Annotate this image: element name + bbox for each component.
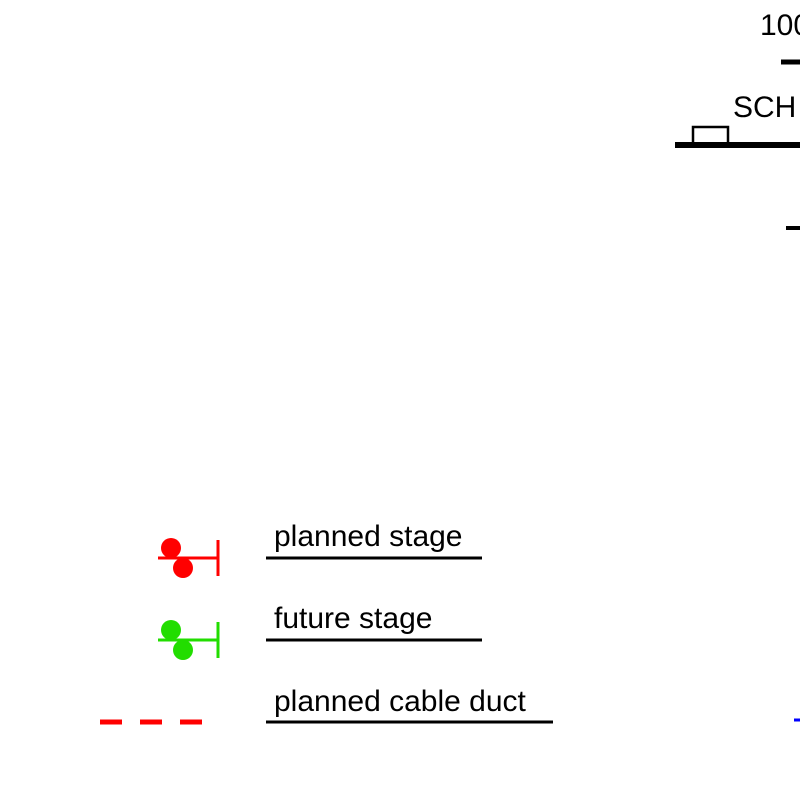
legend-item-future-stage: future stage <box>158 602 482 660</box>
future-signal-stage-icon <box>158 620 220 660</box>
legend: planned stage future stage planned cable… <box>100 520 553 725</box>
legend-label-future-stage: future stage <box>274 602 432 635</box>
kilometer-label: 100 <box>760 9 800 42</box>
station-label: SCH <box>733 91 796 124</box>
legend-label-planned-stage: planned stage <box>274 520 463 553</box>
track-fragment: 100 SCH <box>675 9 800 722</box>
legend-label-planned-cable-duct: planned cable duct <box>274 685 527 718</box>
station-building-icon <box>691 125 730 146</box>
planned-signal-stage-icon <box>158 538 220 578</box>
legend-item-planned-cable-duct: planned cable duct <box>100 685 553 725</box>
legend-item-planned-stage: planned stage <box>158 520 482 578</box>
